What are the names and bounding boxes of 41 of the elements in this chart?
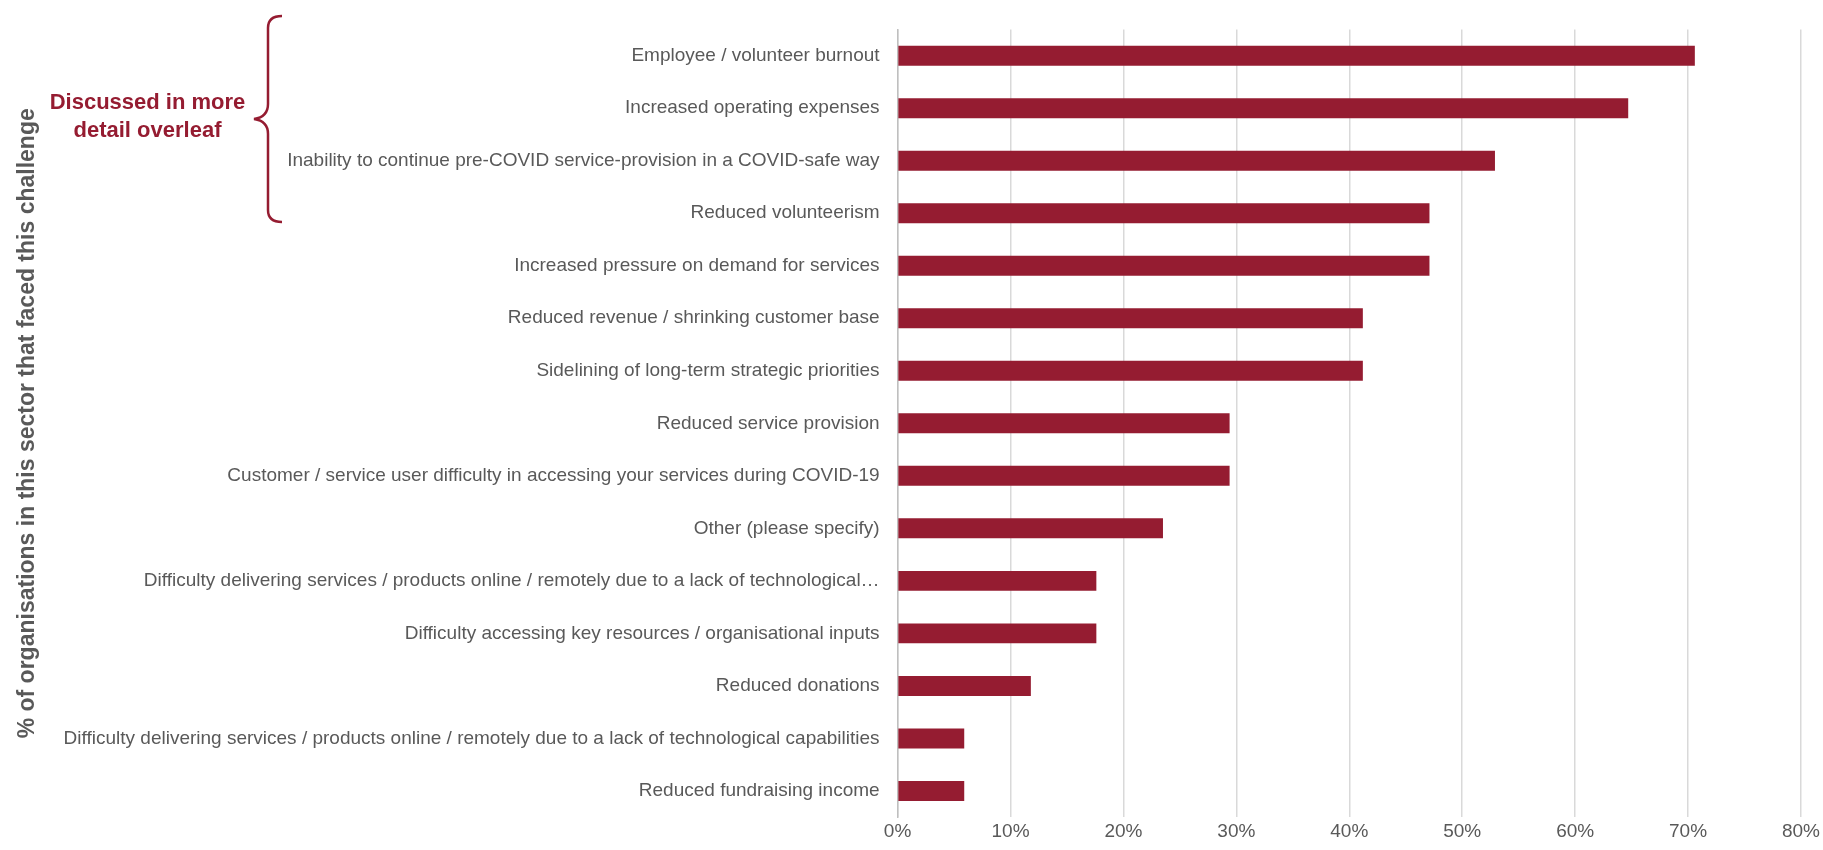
- bar: [898, 255, 1430, 276]
- x-tick-label: 60%: [1556, 819, 1595, 841]
- x-tick-label: 80%: [1781, 819, 1821, 841]
- x-tick-label: 30%: [1217, 819, 1256, 841]
- y-tick-label: Reduced service provision: [656, 411, 880, 433]
- bar: [898, 675, 1031, 696]
- x-tick-label: 40%: [1330, 819, 1369, 841]
- y-tick-label: Difficulty delivering services / products online / remotely due to a lack of technological capabilities: [63, 726, 880, 748]
- y-tick-label: Difficulty accessing key resources / organisational inputs: [404, 621, 880, 643]
- bar: [898, 308, 1363, 329]
- text: Discussed in more detail overleaf: [48, 88, 247, 144]
- bar: [898, 98, 1629, 119]
- y-tick-label: Inability to continue pre-COVID service-provision in a COVID-safe way: [287, 148, 881, 170]
- y-tick-label: Reduced donations: [715, 674, 880, 696]
- bar: [898, 360, 1363, 381]
- bar: [898, 518, 1163, 539]
- y-tick-label: Customer / service user difficulty in accessing your services during COVID-19: [227, 464, 880, 486]
- bar: [898, 570, 1097, 591]
- y-tick-label: Sidelining of long-term strategic priorities: [536, 359, 880, 381]
- y-tick-label: Increased pressure on demand for services: [514, 253, 880, 275]
- y-tick-label: Employee / volunteer burnout: [631, 43, 881, 65]
- bar: [898, 780, 965, 801]
- x-tick-label: 20%: [1104, 819, 1143, 841]
- y-tick-label: Reduced revenue / shrinking customer base: [507, 306, 880, 328]
- x-tick-label: 50%: [1443, 819, 1482, 841]
- bar: [898, 465, 1230, 486]
- x-tick-label: 70%: [1669, 819, 1708, 841]
- y-tick-label: Increased operating expenses: [625, 96, 880, 118]
- bar: [898, 413, 1230, 434]
- bar: [898, 45, 1695, 66]
- y-tick-label: Reduced volunteerism: [690, 201, 880, 223]
- bar: [898, 728, 965, 749]
- x-tick-label: 0%: [883, 819, 912, 841]
- bar: [898, 150, 1495, 171]
- bar: [898, 203, 1430, 224]
- y-tick-label: Difficulty delivering services / products online / remotely due to a lack of technological…: [143, 569, 880, 591]
- y-axis-title: % of organisations in this sector that faced this challenge: [13, 108, 40, 739]
- y-tick-label: Other (please specify): [693, 516, 880, 538]
- y-tick-label: Reduced fundraising income: [638, 779, 880, 801]
- x-tick-label: 10%: [991, 819, 1030, 841]
- bar: [898, 623, 1097, 644]
